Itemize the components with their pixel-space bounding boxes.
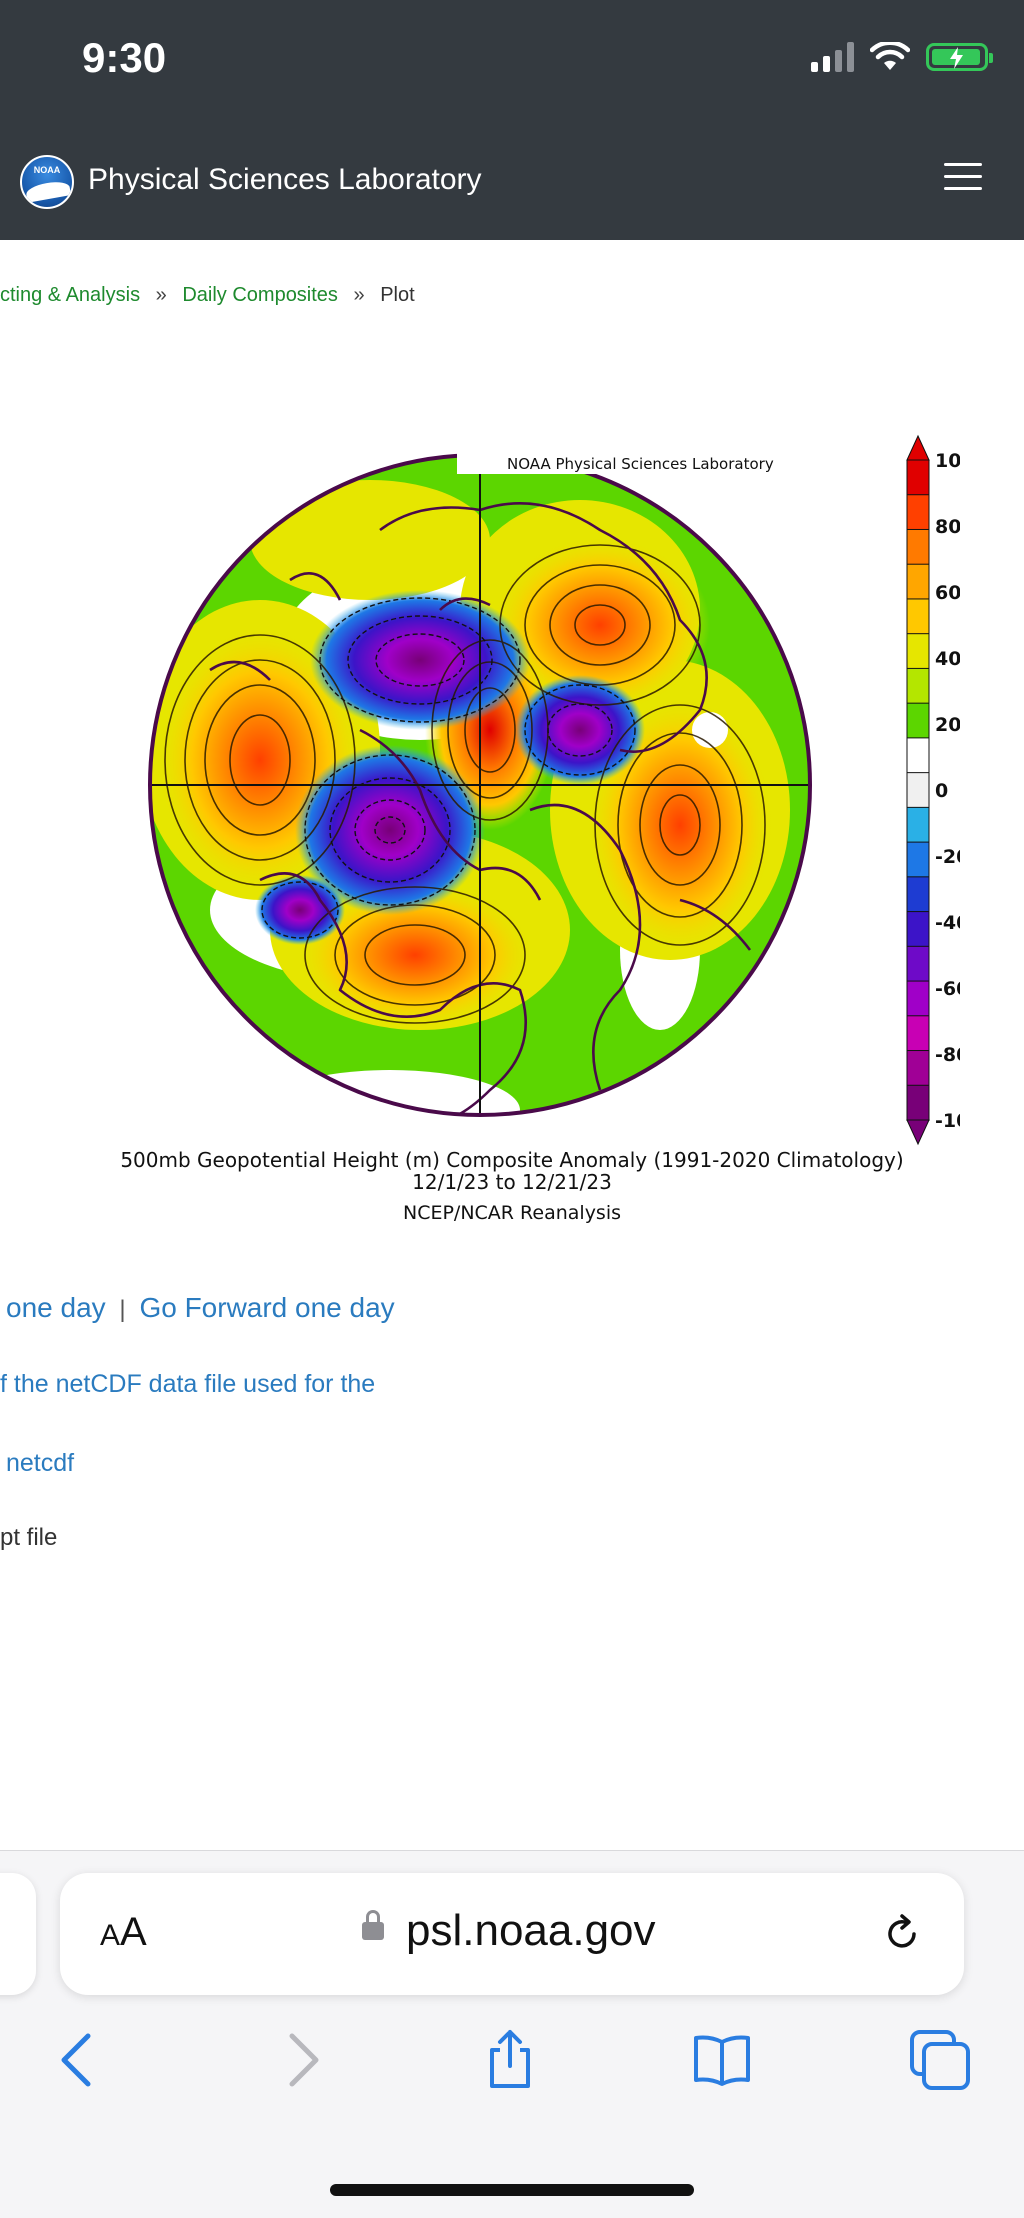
site-title[interactable]: Physical Sciences Laboratory bbox=[88, 163, 482, 196]
previous-tab-preview[interactable] bbox=[0, 1873, 36, 1995]
composite-anomaly-map: NOAA Physical Sciences Laboratory 100 80 6… bbox=[148, 434, 960, 1146]
color-scale-segment bbox=[906, 494, 930, 531]
color-scale-segment bbox=[906, 737, 930, 774]
color-scale-label: -40 bbox=[935, 912, 960, 934]
breadcrumb: cting & Analysis » Daily Composites » Pl… bbox=[0, 284, 415, 307]
breadcrumb-forecasting-analysis[interactable]: cting & Analysis bbox=[0, 284, 141, 306]
color-scale-label: -20 bbox=[935, 846, 960, 868]
color-scale-bottom-arrow bbox=[906, 1119, 930, 1146]
color-scale-segment bbox=[906, 1050, 930, 1087]
go-back-link[interactable]: one day bbox=[6, 1292, 106, 1323]
breadcrumb-separator: » bbox=[353, 284, 365, 306]
color-scale-segment bbox=[906, 911, 930, 948]
color-scale-label: 100 bbox=[935, 450, 960, 472]
script-file-text: pt file bbox=[0, 1524, 58, 1551]
cellular-signal-icon bbox=[811, 42, 854, 72]
color-scale-segment bbox=[906, 598, 930, 635]
top-bar bbox=[0, 0, 1024, 240]
home-indicator bbox=[330, 2184, 694, 2196]
color-scale-segment bbox=[906, 980, 930, 1017]
color-scale-legend: 100 80 60 40 20 0 -20 -40 -60 -80 -100 bbox=[906, 434, 960, 1146]
battery-charging-icon bbox=[926, 43, 993, 71]
reload-icon[interactable] bbox=[878, 1910, 926, 1958]
navigation-links: one day | Go Forward one day bbox=[0, 1292, 395, 1324]
reader-settings-button[interactable]: AA bbox=[100, 1910, 147, 1954]
back-icon[interactable] bbox=[48, 2028, 112, 2092]
color-scale-label: -60 bbox=[935, 978, 960, 1000]
color-scale-segment bbox=[906, 876, 930, 913]
color-scale-segment bbox=[906, 459, 930, 496]
color-scale-segment bbox=[906, 633, 930, 670]
color-scale-label: 40 bbox=[935, 648, 960, 670]
address-bar[interactable] bbox=[60, 1873, 964, 1995]
color-scale-label: -80 bbox=[935, 1044, 960, 1066]
breadcrumb-current: Plot bbox=[380, 284, 415, 306]
netcdf-description-link[interactable]: f the netCDF data file used for the bbox=[0, 1370, 376, 1398]
color-scale-segment bbox=[906, 1015, 930, 1052]
color-scale-segment bbox=[906, 667, 930, 705]
wifi-icon bbox=[870, 42, 910, 70]
color-scale-segment bbox=[906, 563, 930, 600]
menu-icon[interactable] bbox=[944, 163, 982, 191]
plot-title: 500mb Geopotential Height (m) Composite … bbox=[120, 1148, 904, 1172]
netcdf-link[interactable]: netcdf bbox=[6, 1449, 75, 1477]
noaa-logo[interactable]: NOAA bbox=[20, 155, 74, 209]
color-scale-label: 20 bbox=[935, 714, 960, 736]
lock-icon bbox=[362, 1910, 384, 1940]
plot-dates: 12/1/23 to 12/21/23 bbox=[412, 1170, 612, 1194]
go-forward-link[interactable]: Go Forward one day bbox=[139, 1292, 395, 1323]
color-scale-segment bbox=[906, 806, 930, 844]
color-scale-label: 80 bbox=[935, 516, 960, 538]
color-scale-segment bbox=[906, 841, 930, 878]
color-scale-top-arrow bbox=[906, 434, 930, 461]
color-scale-label: 60 bbox=[935, 582, 960, 604]
color-scale-segment bbox=[906, 1084, 930, 1122]
url-text[interactable]: psl.noaa.gov bbox=[406, 1906, 656, 1955]
color-scale-label: 0 bbox=[935, 780, 948, 802]
forward-icon[interactable] bbox=[268, 2028, 332, 2092]
plot-watermark: NOAA Physical Sciences Laboratory bbox=[507, 455, 774, 473]
color-scale-segment bbox=[906, 772, 930, 809]
status-icons bbox=[811, 42, 993, 72]
share-icon[interactable] bbox=[478, 2028, 542, 2092]
color-scale-segment bbox=[906, 528, 930, 566]
bookmarks-icon[interactable] bbox=[690, 2028, 754, 2092]
plot-source: NCEP/NCAR Reanalysis bbox=[402, 1202, 622, 1224]
color-scale-label: -100 bbox=[935, 1110, 960, 1132]
color-scale-segment bbox=[906, 945, 930, 983]
color-scale-segment bbox=[906, 702, 930, 739]
link-separator: | bbox=[119, 1296, 126, 1323]
tabs-icon[interactable] bbox=[908, 2028, 972, 2092]
status-time: 9:30 bbox=[82, 34, 167, 81]
breadcrumb-daily-composites[interactable]: Daily Composites bbox=[182, 284, 338, 306]
breadcrumb-separator: » bbox=[155, 284, 167, 306]
